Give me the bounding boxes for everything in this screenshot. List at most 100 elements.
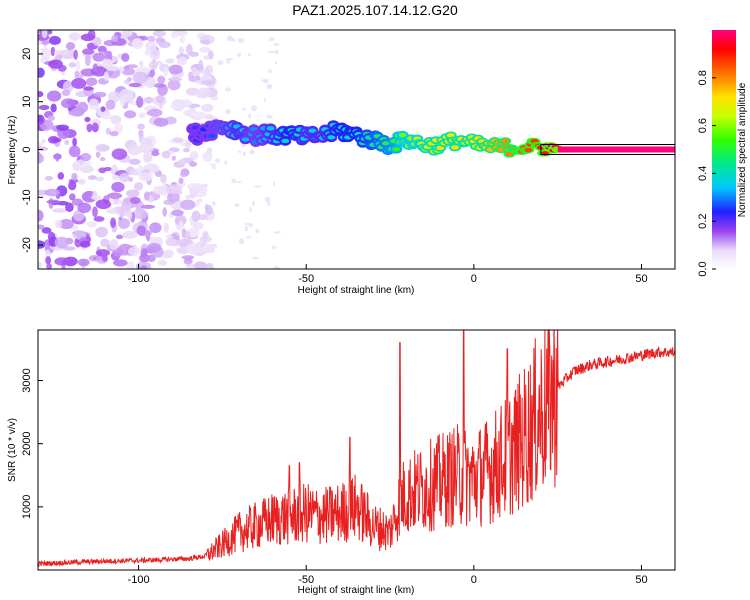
noise-blob — [263, 98, 267, 103]
ridge-core — [505, 151, 514, 157]
noise-blob — [92, 190, 98, 200]
noise-blob — [162, 181, 167, 193]
noise-blob — [80, 165, 94, 174]
noise-blob — [54, 236, 70, 249]
noise-blob — [111, 175, 120, 181]
noise-blob — [124, 110, 137, 119]
noise-blob — [102, 254, 108, 262]
noise-blob — [139, 60, 144, 67]
noise-blob — [86, 123, 93, 133]
noise-blob — [196, 198, 203, 203]
noise-blob — [77, 202, 92, 214]
noise-blob — [211, 200, 216, 207]
noise-blob — [93, 216, 105, 222]
noise-blob — [93, 91, 107, 98]
noise-blob — [189, 150, 199, 161]
noise-blob — [79, 240, 91, 248]
noise-blob — [249, 207, 253, 212]
y-tick-label: 3000 — [21, 368, 33, 392]
noise-blob — [177, 159, 185, 166]
noise-blob — [71, 172, 78, 181]
noise-blob — [100, 156, 106, 162]
noise-blob — [115, 234, 124, 240]
noise-blob — [217, 60, 224, 66]
noise-blob — [273, 265, 280, 269]
snr-line-chart: -100 -50 0 50 1000 2000 3000 Height of straig… — [7, 329, 676, 596]
noise-blob — [75, 60, 81, 72]
noise-blob — [38, 153, 44, 164]
noise-blob — [137, 123, 145, 130]
noise-blob — [38, 209, 44, 222]
noise-blob — [103, 71, 109, 82]
noise-blob — [87, 30, 96, 40]
noise-blob — [136, 165, 145, 174]
noise-blob — [165, 234, 173, 239]
noise-blob — [54, 219, 63, 229]
noise-blob — [204, 203, 210, 212]
noise-blob — [102, 58, 113, 69]
noise-blob — [44, 175, 54, 181]
noise-blob — [58, 218, 74, 230]
noise-blob — [178, 46, 185, 55]
noise-blob — [113, 122, 124, 134]
noise-blob — [68, 109, 85, 117]
noise-blob — [77, 258, 90, 267]
noise-blob — [92, 63, 98, 73]
noise-blob — [38, 104, 50, 111]
noise-blob — [95, 226, 108, 238]
noise-blob — [253, 185, 262, 188]
noise-blob — [273, 42, 280, 47]
ridge-core — [207, 133, 216, 138]
noise-blob — [185, 87, 200, 96]
noise-blob — [50, 103, 57, 113]
noise-blob — [38, 240, 46, 249]
noise-blob — [140, 204, 156, 209]
noise-blob — [41, 30, 48, 39]
noise-blob — [241, 107, 246, 111]
noise-blob — [38, 67, 45, 78]
page-title: PAZ1.2025.107.14.12.G20 — [292, 2, 458, 18]
noise-blob — [52, 208, 67, 213]
noise-blob — [72, 137, 77, 148]
noise-blob — [198, 59, 204, 72]
snr-y-axis-label: SNR (10 * v/v) — [7, 418, 18, 482]
noise-blob — [80, 153, 92, 162]
noise-blob — [87, 175, 98, 180]
noise-blob — [45, 249, 51, 257]
x-tick-label: -50 — [298, 574, 314, 586]
noise-blob — [41, 138, 46, 144]
noise-blob — [84, 54, 91, 67]
noise-blob — [62, 246, 76, 251]
noise-blob — [73, 49, 78, 60]
y-tick-label: -10 — [21, 189, 33, 205]
noise-blob — [83, 86, 94, 91]
ridge-core — [501, 138, 510, 144]
heatmap-y-ticks: -20 -10 0 10 20 — [21, 48, 43, 253]
noise-blob — [136, 225, 147, 236]
noise-blob — [271, 245, 277, 250]
noise-blob — [170, 103, 181, 109]
noise-blob — [151, 151, 160, 157]
noise-blob — [251, 200, 255, 207]
noise-blob — [47, 115, 55, 122]
noise-blob — [152, 185, 166, 195]
noise-blob — [167, 79, 181, 91]
noise-blob — [69, 193, 76, 201]
noise-blob — [131, 38, 144, 50]
colorbar-tick-label: 0.2 — [697, 214, 709, 229]
x-tick-label: 50 — [635, 273, 647, 285]
noise-blob — [168, 77, 183, 82]
noise-blob — [56, 124, 70, 131]
y-tick-label: 0 — [21, 146, 33, 152]
noise-blob — [199, 39, 211, 45]
noise-blob — [138, 112, 146, 119]
noise-blob — [98, 167, 107, 174]
noise-blob — [145, 41, 157, 52]
noise-blob — [133, 182, 144, 191]
noise-blob — [255, 228, 260, 234]
noise-blob — [50, 46, 56, 57]
noise-blob — [111, 181, 125, 193]
noise-blob — [53, 49, 69, 56]
noise-blob — [38, 91, 44, 98]
noise-blob — [191, 210, 201, 223]
